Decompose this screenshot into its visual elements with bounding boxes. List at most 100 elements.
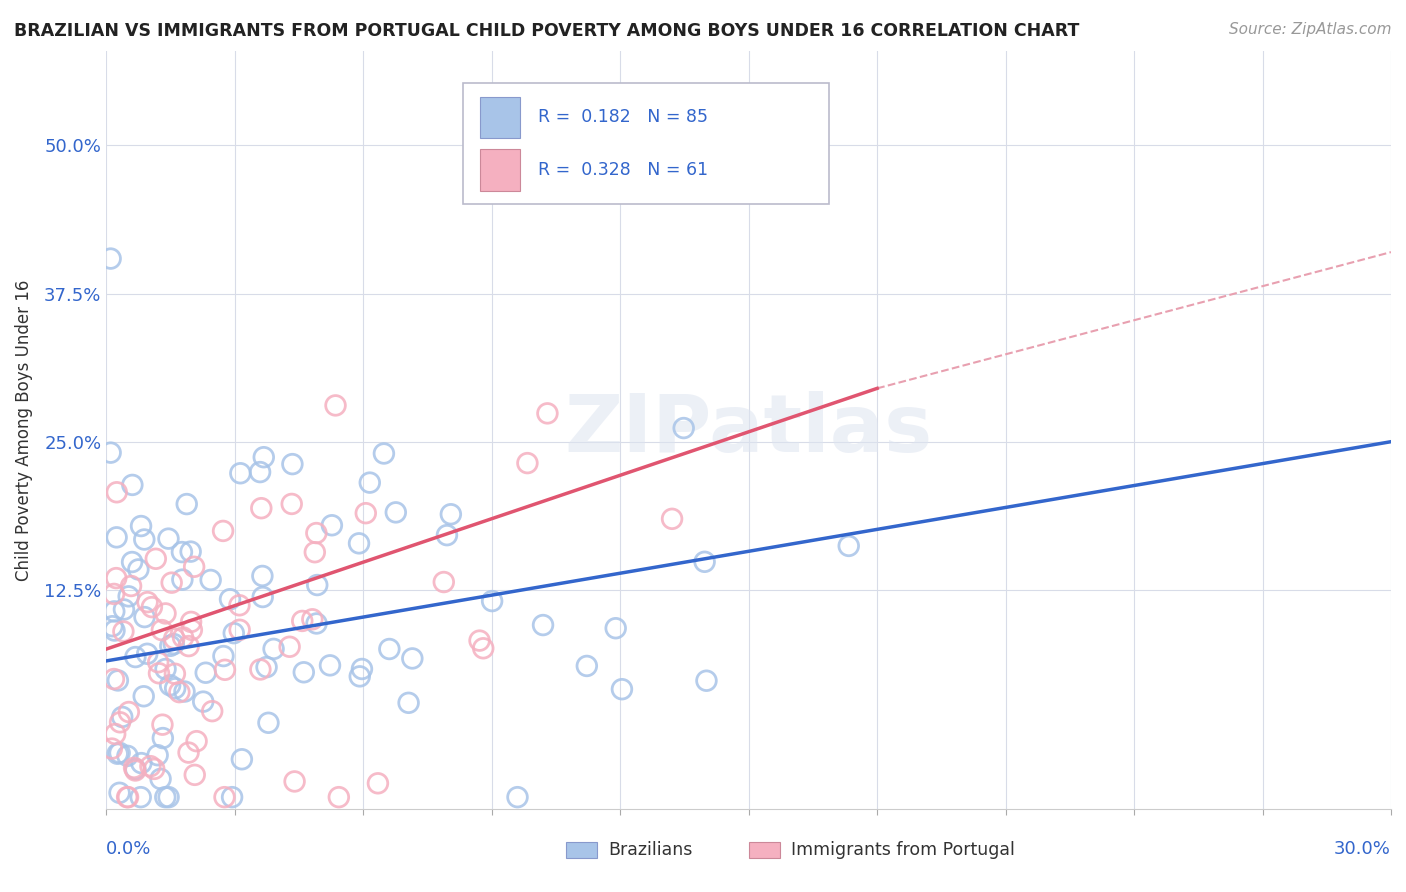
Point [105,485,128,500]
Point [838,539,860,553]
Point [159,678,181,692]
Point [249,663,271,677]
Point [101,619,124,633]
Text: Brazilians: Brazilians [607,841,692,859]
Point [193,695,215,709]
Point [118,705,141,719]
Point [143,762,166,776]
Point [122,761,145,775]
Point [194,665,217,680]
Point [253,450,276,465]
Point [160,575,183,590]
Point [170,545,193,559]
Point [605,621,627,635]
Point [212,648,235,663]
Point [231,752,253,766]
Point [401,651,423,665]
Point [103,672,125,686]
Point [301,612,323,626]
Point [292,665,315,680]
Text: 30.0%: 30.0% [1334,840,1391,858]
Point [200,573,222,587]
Point [506,790,529,805]
Point [350,662,373,676]
Point [112,624,135,639]
Point [180,615,202,629]
Point [252,590,274,604]
Point [152,717,174,731]
Text: R =  0.182   N = 85: R = 0.182 N = 85 [538,108,709,126]
Point [263,641,285,656]
Point [347,536,370,550]
Point [291,614,314,628]
Point [152,731,174,745]
Point [349,669,371,683]
Point [124,762,146,776]
Point [172,631,194,645]
Point [148,666,170,681]
Point [516,456,538,470]
Text: ZIPatlas: ZIPatlas [565,391,932,469]
Point [150,623,173,637]
Text: Source: ZipAtlas.com: Source: ZipAtlas.com [1229,22,1392,37]
Text: Immigrants from Portugal: Immigrants from Portugal [790,841,1015,859]
Point [111,710,134,724]
Point [117,748,139,763]
Point [307,578,329,592]
Point [134,610,156,624]
Point [228,599,250,613]
Point [149,772,172,786]
Point [165,681,187,696]
Point [107,747,129,761]
Point [127,562,149,576]
Point [184,768,207,782]
Point [103,624,125,638]
Point [103,604,125,618]
Text: 0.0%: 0.0% [107,840,152,858]
Point [107,673,129,688]
Point [359,475,381,490]
Point [468,633,491,648]
Point [121,555,143,569]
Point [163,637,186,651]
Point [531,618,554,632]
Point [180,623,202,637]
Point [436,528,458,542]
Point [328,790,350,805]
Point [163,666,186,681]
Point [105,530,128,544]
Point [373,446,395,460]
Point [183,559,205,574]
Point [146,748,169,763]
Point [221,790,243,805]
Point [284,774,307,789]
Point [222,626,245,640]
Point [249,465,271,479]
Point [252,569,274,583]
Point [108,786,131,800]
Point [180,544,202,558]
Point [132,690,155,704]
Point [159,639,181,653]
Point [157,532,180,546]
Point [693,555,716,569]
Point [177,639,200,653]
Point [155,790,177,805]
Point [112,602,135,616]
Point [201,704,224,718]
Point [120,579,142,593]
Point [481,594,503,608]
Y-axis label: Child Poverty Among Boys Under 16: Child Poverty Among Boys Under 16 [15,279,32,581]
Point [124,764,146,778]
Point [278,640,301,654]
Point [610,682,633,697]
Point [212,524,235,538]
Point [103,587,125,601]
Point [325,398,347,412]
Point [131,756,153,770]
Point [214,790,236,805]
Point [136,647,159,661]
Point [117,790,139,805]
Point [305,616,328,631]
Point [440,508,463,522]
